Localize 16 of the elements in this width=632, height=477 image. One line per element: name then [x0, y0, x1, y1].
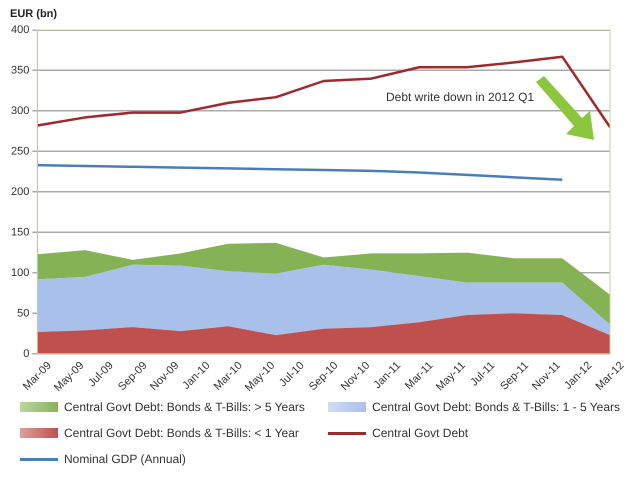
legend-label: Central Govt Debt: Bonds & T-Bills: > 5 Years	[64, 400, 305, 414]
legend-label: Central Govt Debt	[372, 426, 468, 440]
y-axis-title: EUR (bn)	[10, 8, 58, 20]
legend-label: Central Govt Debt: Bonds & T-Bills: 1 - 5 Years	[372, 400, 620, 414]
y-tick-label: 150	[10, 226, 30, 238]
y-tick-label: 200	[10, 186, 30, 198]
legend-label: Central Govt Debt: Bonds & T-Bills: < 1 Year	[64, 426, 299, 440]
y-tick-label: 100	[10, 266, 30, 279]
y-tick-label: 300	[10, 104, 30, 117]
y-tick-label: 0	[23, 348, 30, 360]
legend-label: Nominal GDP (Annual)	[64, 452, 186, 466]
y-tick-label: 50	[17, 307, 30, 320]
y-tick-label: 350	[10, 64, 30, 77]
annotation: Debt write down in 2012 Q1	[386, 90, 534, 104]
y-tick-label: 400	[10, 24, 30, 36]
y-tick-label: 250	[10, 145, 30, 158]
